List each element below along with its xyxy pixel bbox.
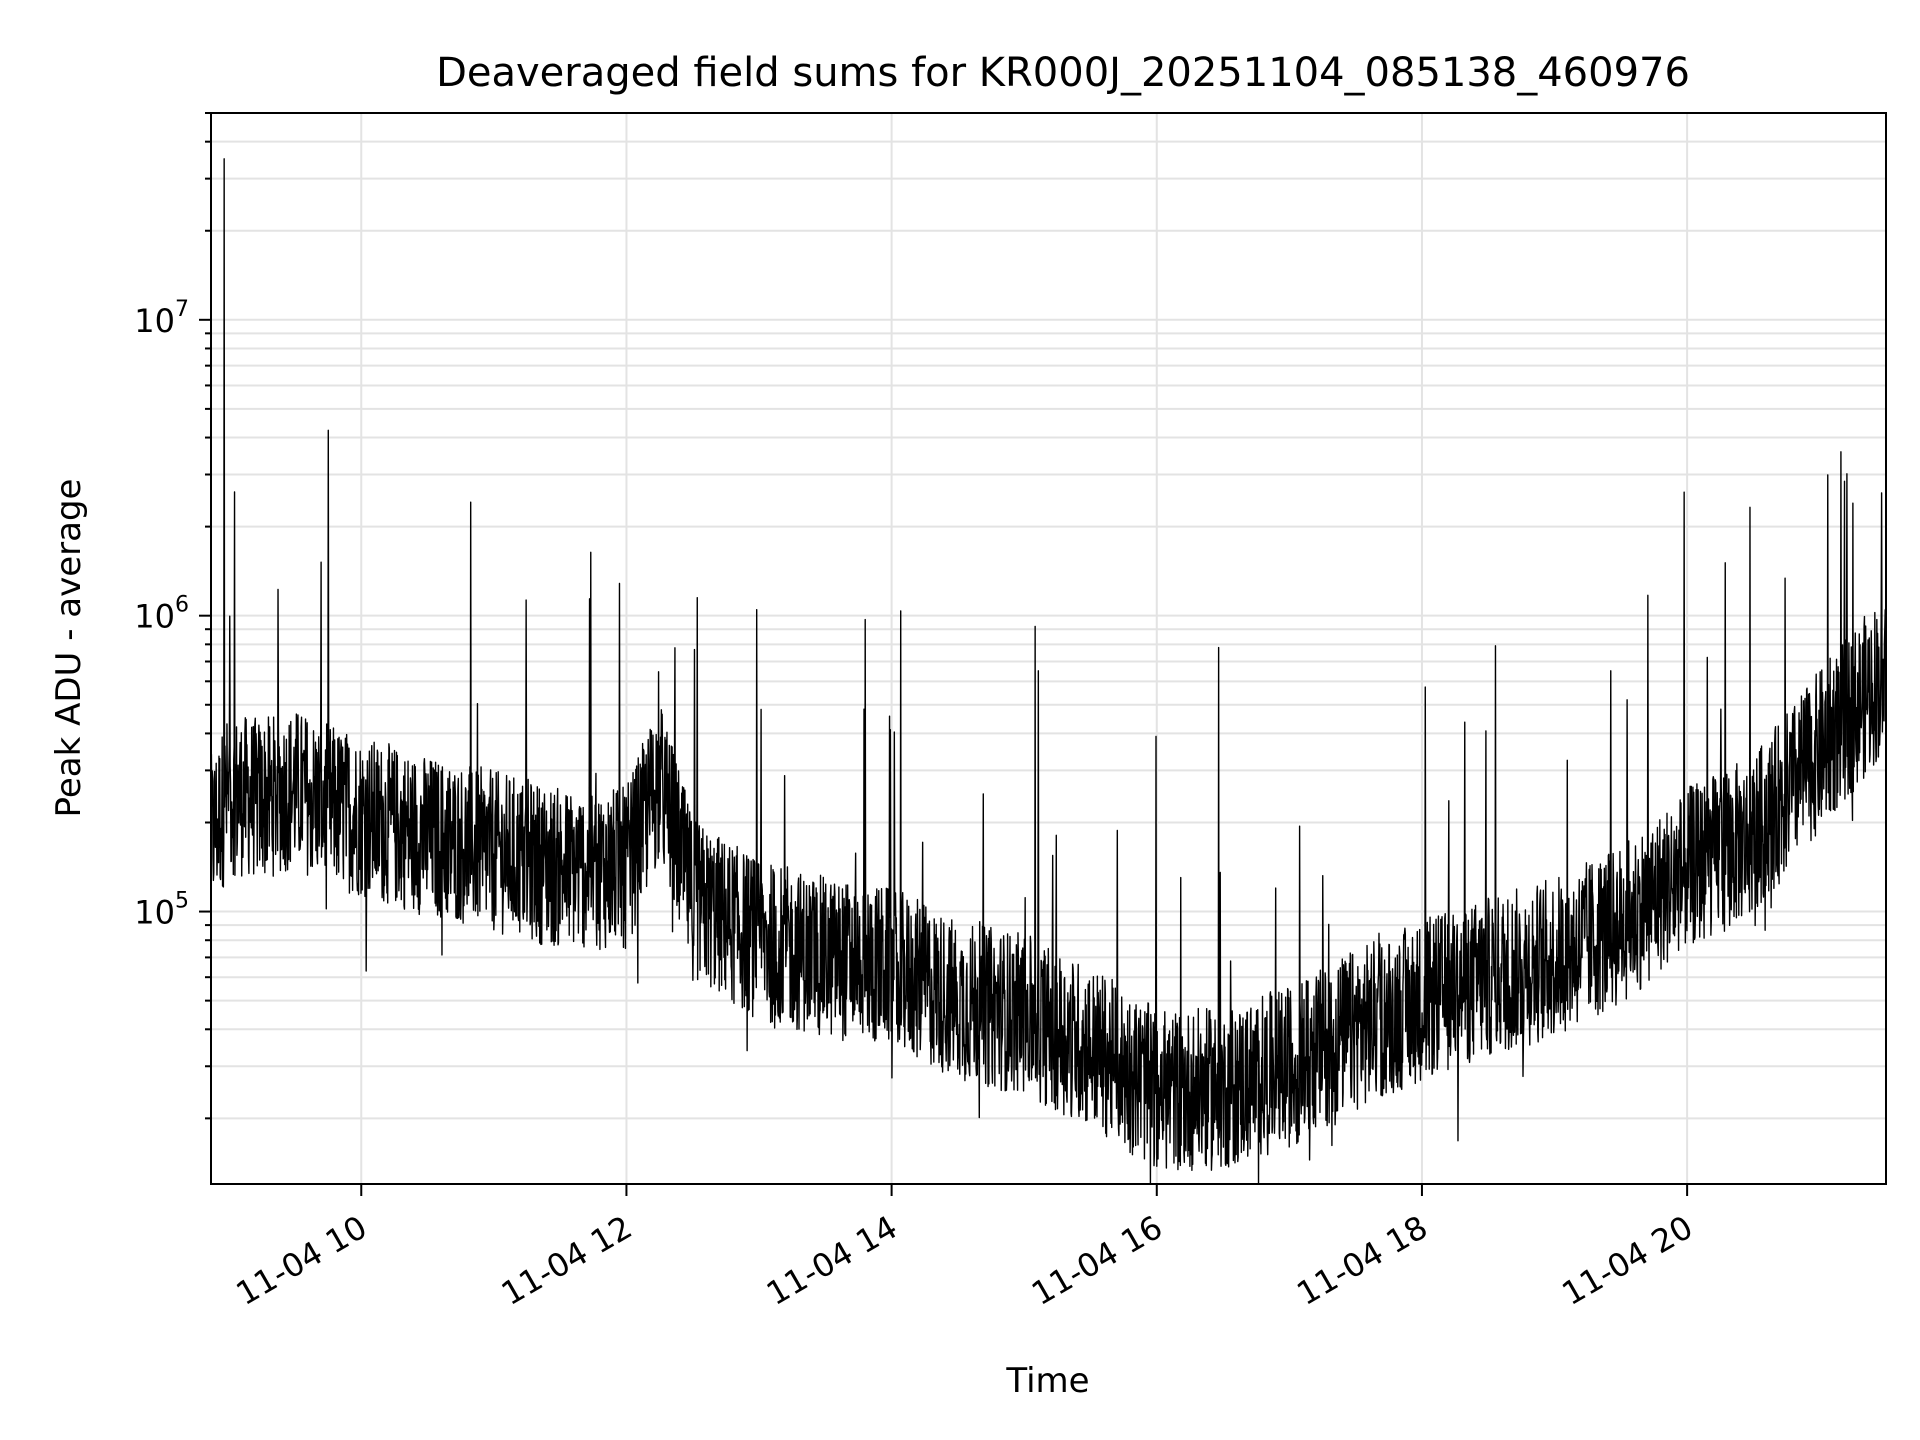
y-tick-label: 106 (134, 593, 189, 636)
data-series (210, 158, 1887, 1185)
y-tick-label: 107 (134, 297, 189, 340)
y-axis-label: Peak ADU - average (49, 479, 89, 818)
x-axis-label: Time (1005, 1361, 1089, 1401)
series-line (210, 158, 1887, 1185)
y-tick-label: 105 (134, 889, 189, 932)
chart-title: Deaveraged field sums for KR000J_2025110… (436, 50, 1690, 96)
y-axis: 105 106 107 (134, 112, 211, 1120)
plot-frame (210, 112, 1887, 1185)
